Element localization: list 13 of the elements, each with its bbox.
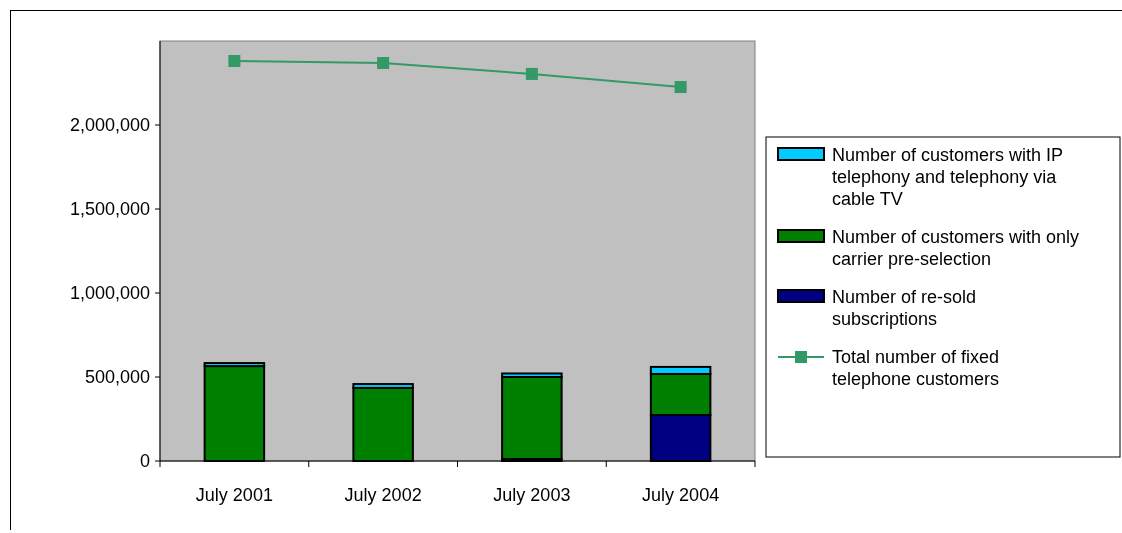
x-tick-label: July 2001: [195, 485, 273, 505]
y-tick-label: 1,000,000: [69, 283, 150, 304]
y-tick-label: 2,000,000: [69, 115, 150, 136]
legend-label: Number of customers with only carrier pre-selection: [832, 227, 1080, 270]
x-tick-label: July 2002: [344, 485, 422, 505]
y-tick-label: 1,500,000: [69, 199, 150, 220]
x-tick-label: July 2004: [642, 485, 720, 505]
legend-label: Number of re-sold subscriptions: [832, 287, 977, 330]
legend-label: Total number of fixed telephone customers: [832, 347, 1000, 390]
y-tick-label: 500,000: [84, 367, 150, 388]
x-tick-label: July 2003: [493, 485, 571, 505]
y-tick-label: 0: [139, 451, 150, 472]
legend-label: Number of customers with IP telephony and telephony via cable TV: [832, 145, 1064, 210]
